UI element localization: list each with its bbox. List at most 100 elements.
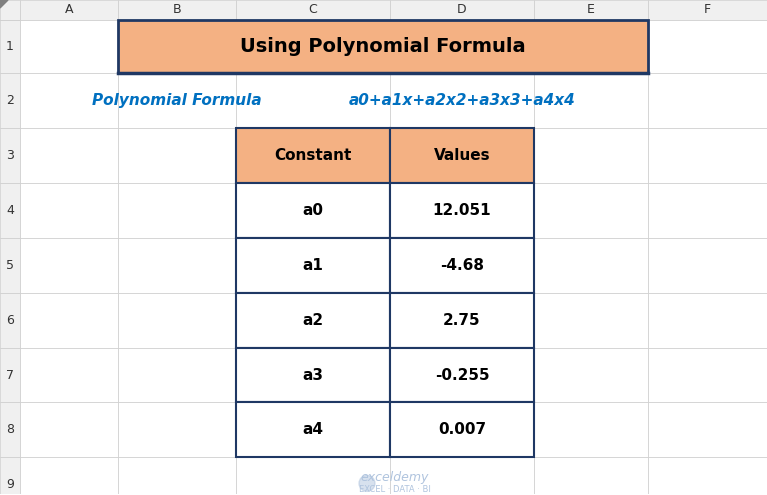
Bar: [236, 347, 390, 402]
Bar: [236, 183, 390, 238]
Bar: [236, 128, 390, 183]
Bar: [534, 0, 648, 20]
Bar: [118, 73, 236, 128]
Bar: [390, 0, 534, 20]
Bar: [648, 293, 767, 347]
Text: a3: a3: [302, 367, 324, 383]
Text: 4: 4: [6, 204, 14, 217]
Bar: [390, 183, 534, 238]
Circle shape: [359, 475, 375, 492]
Text: 12.051: 12.051: [433, 203, 492, 218]
Bar: [0, 183, 20, 238]
Bar: [0, 347, 20, 402]
Text: a0+a1x+a2x2+a3x3+a4x4: a0+a1x+a2x2+a3x3+a4x4: [349, 93, 575, 108]
Bar: [390, 238, 534, 293]
Bar: [20, 293, 118, 347]
Text: a0: a0: [302, 203, 324, 218]
Bar: [0, 20, 20, 73]
Text: 6: 6: [6, 313, 14, 327]
Text: exceldemy: exceldemy: [360, 471, 430, 484]
Bar: [648, 238, 767, 293]
Text: A: A: [64, 3, 74, 16]
Bar: [390, 402, 534, 457]
Text: F: F: [704, 3, 711, 16]
Bar: [534, 238, 648, 293]
Bar: [118, 347, 236, 402]
Bar: [534, 347, 648, 402]
Bar: [648, 347, 767, 402]
Text: 1: 1: [6, 40, 14, 53]
Bar: [648, 128, 767, 183]
Text: a2: a2: [302, 312, 324, 328]
Bar: [236, 293, 390, 347]
Bar: [118, 20, 648, 73]
Bar: [118, 20, 236, 73]
Text: E: E: [587, 3, 595, 16]
Bar: [236, 183, 390, 238]
Bar: [390, 457, 534, 495]
Bar: [390, 293, 534, 347]
Bar: [236, 20, 390, 73]
Bar: [390, 293, 534, 347]
Bar: [0, 402, 20, 457]
Bar: [236, 73, 390, 128]
Bar: [390, 347, 534, 402]
Text: 0.007: 0.007: [438, 422, 486, 438]
Bar: [648, 73, 767, 128]
Text: -4.68: -4.68: [440, 258, 484, 273]
Bar: [534, 20, 648, 73]
Bar: [534, 183, 648, 238]
Bar: [534, 73, 648, 128]
Bar: [236, 457, 390, 495]
Bar: [20, 402, 118, 457]
Bar: [236, 347, 390, 402]
Bar: [390, 20, 534, 73]
Bar: [390, 73, 534, 128]
Text: 3: 3: [6, 149, 14, 162]
Bar: [118, 128, 236, 183]
Bar: [648, 183, 767, 238]
Bar: [390, 128, 534, 183]
Bar: [0, 238, 20, 293]
Bar: [534, 457, 648, 495]
Bar: [118, 0, 236, 20]
Text: D: D: [457, 3, 467, 16]
Bar: [390, 402, 534, 457]
Bar: [20, 20, 118, 73]
Bar: [648, 457, 767, 495]
Bar: [20, 457, 118, 495]
Bar: [390, 347, 534, 402]
Text: 9: 9: [6, 478, 14, 492]
Bar: [390, 238, 534, 293]
Bar: [0, 128, 20, 183]
Text: Values: Values: [433, 148, 490, 163]
Bar: [236, 0, 390, 20]
Bar: [390, 128, 534, 183]
Bar: [118, 183, 236, 238]
Bar: [20, 128, 118, 183]
Text: EXCEL · DATA · BI: EXCEL · DATA · BI: [359, 485, 431, 494]
Bar: [118, 293, 236, 347]
Bar: [534, 402, 648, 457]
Text: Polynomial Formula: Polynomial Formula: [92, 93, 262, 108]
Bar: [236, 402, 390, 457]
Bar: [236, 293, 390, 347]
Bar: [236, 402, 390, 457]
Text: a4: a4: [302, 422, 324, 438]
Text: 7: 7: [6, 368, 14, 382]
Bar: [20, 0, 118, 20]
Text: 5: 5: [6, 259, 14, 272]
Bar: [20, 73, 118, 128]
Text: Using Polynomial Formula: Using Polynomial Formula: [240, 37, 526, 56]
Text: 2.75: 2.75: [443, 312, 481, 328]
Bar: [0, 73, 20, 128]
Bar: [534, 293, 648, 347]
Bar: [20, 347, 118, 402]
Bar: [648, 402, 767, 457]
Bar: [390, 183, 534, 238]
Bar: [236, 238, 390, 293]
Text: 8: 8: [6, 423, 14, 437]
Polygon shape: [0, 0, 8, 8]
Bar: [0, 457, 20, 495]
Bar: [236, 128, 390, 183]
